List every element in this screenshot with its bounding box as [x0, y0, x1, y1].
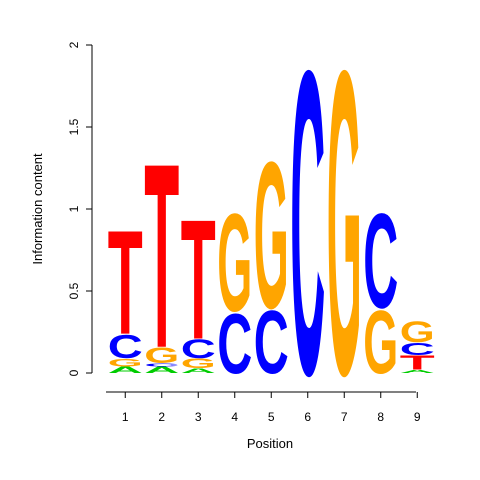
logo-letter-t: T — [400, 352, 435, 375]
x-tick-label: 5 — [268, 410, 275, 424]
y-axis-label: Information content — [30, 153, 45, 265]
x-tick-label: 3 — [195, 410, 202, 424]
y-axis-ticks: 0 0.5 1 1.5 2 — [67, 41, 92, 376]
logo-letter-a: A — [181, 367, 216, 374]
logo-letter-a: A — [400, 369, 435, 374]
logo-letter-c: C — [290, 0, 325, 466]
logo-letter-g: G — [400, 316, 435, 348]
logo-letter-g: G — [327, 0, 362, 466]
x-tick-label: 7 — [341, 410, 348, 424]
logo-letter-c: C — [144, 363, 179, 368]
y-tick-label: 1 — [67, 205, 81, 212]
x-tick-label: 2 — [158, 410, 165, 424]
x-tick-label: 9 — [414, 410, 421, 424]
logo-letter-a: A — [144, 365, 179, 375]
logo-letter-c: C — [217, 295, 252, 391]
y-tick-label: 0.5 — [67, 282, 81, 299]
logo-letter-g: G — [254, 119, 289, 353]
logo-letter-g: G — [144, 343, 179, 368]
logo-letter-g: G — [108, 356, 143, 369]
logo-letter-a: A — [108, 365, 143, 375]
x-axis-label: Position — [247, 436, 293, 451]
logo-letter-c: C — [363, 186, 398, 336]
logo-letter-c: C — [400, 339, 435, 359]
x-tick-label: 4 — [231, 410, 238, 424]
logo-letter-c: C — [254, 293, 289, 393]
x-axis-ticks: 1 2 3 4 5 6 7 8 9 — [122, 392, 421, 424]
logo-letter-c: C — [108, 328, 143, 366]
logo-letter-g: G — [181, 356, 216, 371]
x-tick-label: 8 — [377, 410, 384, 424]
x-tick-label: 1 — [122, 410, 129, 424]
x-tick-label: 6 — [304, 410, 311, 424]
y-tick-label: 1.5 — [67, 118, 81, 135]
logo-letter-t: T — [181, 186, 216, 376]
logo-letter-c: C — [181, 334, 216, 364]
logo-letter-g: G — [363, 293, 398, 393]
logo-letter-g: G — [217, 184, 252, 340]
logo-letter-t: T — [108, 199, 143, 365]
y-tick-label: 0 — [67, 369, 81, 376]
y-tick-label: 2 — [67, 41, 81, 48]
logo-letter-t: T — [144, 110, 179, 403]
